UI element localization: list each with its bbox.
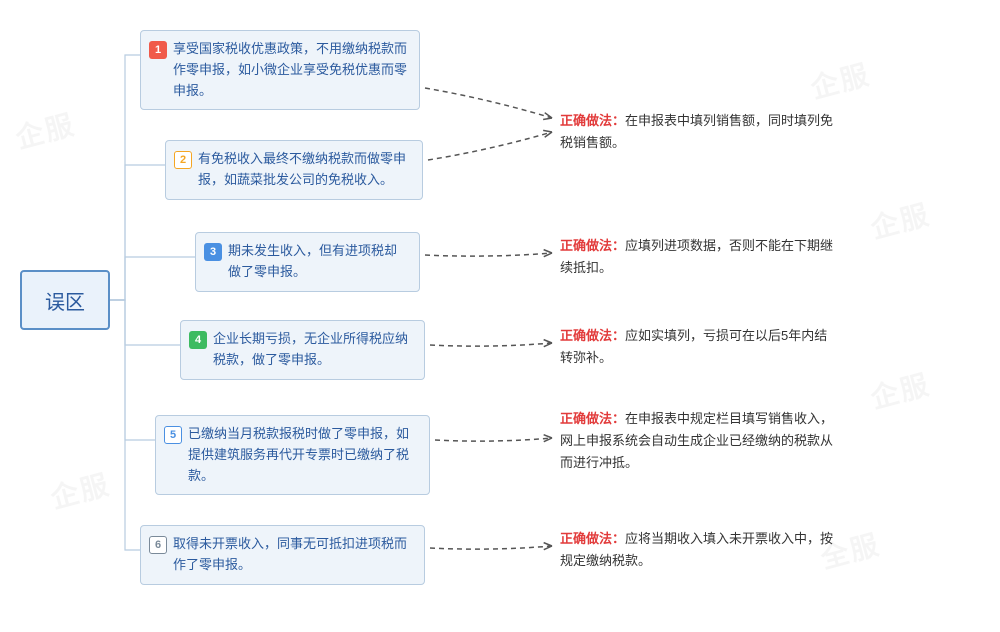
- item-text: 企业长期亏损，无企业所得税应纳税款，做了零申报。: [213, 329, 414, 371]
- correct-practice-4: 正确做法：应如实填列，亏损可在以后5年内结转弥补。: [560, 325, 840, 369]
- item-text: 有免税收入最终不缴纳税款而做零申报，如蔬菜批发公司的免税收入。: [198, 149, 412, 191]
- correct-practice-3: 正确做法：应填列进项数据，否则不能在下期继续抵扣。: [560, 235, 840, 279]
- correct-practice-5: 正确做法：在申报表中规定栏目填写销售收入，网上申报系统会自动生成企业已经缴纳的税…: [560, 408, 840, 474]
- correct-label: 正确做法：: [560, 531, 625, 546]
- item-number-badge: 5: [164, 426, 182, 444]
- item-text: 已缴纳当月税款报税时做了零申报，如提供建筑服务再代开专票时已缴纳了税款。: [188, 424, 419, 486]
- mistake-item-5: 5 已缴纳当月税款报税时做了零申报，如提供建筑服务再代开专票时已缴纳了税款。: [155, 415, 430, 495]
- watermark: 企服: [46, 463, 114, 517]
- item-text: 享受国家税收优惠政策，不用缴纳税款而作零申报，如小微企业享受免税优惠而零申报。: [173, 39, 409, 101]
- correct-label: 正确做法：: [560, 113, 625, 128]
- item-number-badge: 3: [204, 243, 222, 261]
- correct-practice-6: 正确做法：应将当期收入填入未开票收入中，按规定缴纳税款。: [560, 528, 840, 572]
- root-label: 误区: [45, 286, 85, 315]
- mistake-item-1: 1 享受国家税收优惠政策，不用缴纳税款而作零申报，如小微企业享受免税优惠而零申报。: [140, 30, 420, 110]
- correct-label: 正确做法：: [560, 328, 625, 343]
- item-number-badge: 2: [174, 151, 192, 169]
- mistake-item-3: 3 期未发生收入，但有进项税却做了零申报。: [195, 232, 420, 292]
- mistake-item-6: 6 取得未开票收入，同事无可抵扣进项税而作了零申报。: [140, 525, 425, 585]
- item-text: 取得未开票收入，同事无可抵扣进项税而作了零申报。: [173, 534, 414, 576]
- correct-practice-1: 正确做法：在申报表中填列销售额，同时填列免税销售额。: [560, 110, 840, 154]
- watermark: 企服: [11, 103, 79, 157]
- mistake-item-4: 4 企业长期亏损，无企业所得税应纳税款，做了零申报。: [180, 320, 425, 380]
- item-number-badge: 4: [189, 331, 207, 349]
- watermark: 企服: [866, 193, 934, 247]
- item-text: 期未发生收入，但有进项税却做了零申报。: [228, 241, 409, 283]
- root-node: 误区: [20, 270, 110, 330]
- watermark: 企服: [866, 363, 934, 417]
- watermark: 企服: [806, 53, 874, 107]
- item-number-badge: 1: [149, 41, 167, 59]
- correct-label: 正确做法：: [560, 238, 625, 253]
- item-number-badge: 6: [149, 536, 167, 554]
- correct-label: 正确做法：: [560, 411, 625, 426]
- mistake-item-2: 2 有免税收入最终不缴纳税款而做零申报，如蔬菜批发公司的免税收入。: [165, 140, 423, 200]
